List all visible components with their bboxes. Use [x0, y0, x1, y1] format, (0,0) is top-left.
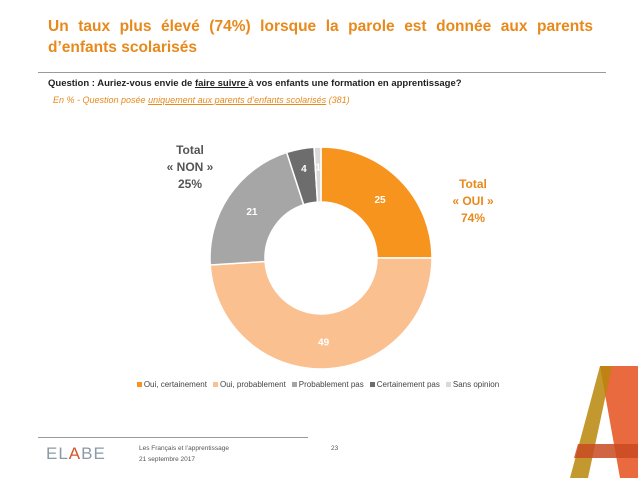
legend-label: Oui, certainement — [143, 380, 207, 389]
total-oui-answer: « OUI » — [452, 194, 494, 208]
slice-label-4: 1 — [315, 163, 321, 174]
total-non-answer: « NON » — [166, 160, 214, 174]
total-oui-value: 74% — [460, 211, 486, 225]
legend-label: Sans opinion — [452, 380, 500, 389]
slice-probablement-pas — [209, 151, 305, 266]
legend-label: Oui, probablement — [219, 380, 286, 389]
scope-suffix: (381) — [326, 95, 350, 105]
slice-label-3: 4 — [301, 164, 307, 175]
elabe-logo: ELABE — [46, 444, 106, 464]
question-scope: En % - Question posée uniquement aux par… — [53, 95, 350, 105]
slice-oui-certainement — [320, 146, 433, 259]
footer-study-title: Les Français et l’apprentissage — [139, 445, 229, 452]
scope-prefix: En % - Question posée — [53, 95, 149, 105]
legend-label: Certainement pas — [376, 380, 440, 389]
footer-divider — [38, 437, 308, 438]
total-oui: Total « OUI » 74% — [433, 176, 513, 227]
legend-item: Sans opinion — [445, 380, 500, 389]
page-number: 23 — [331, 445, 339, 452]
total-oui-label: Total — [459, 177, 487, 191]
slice-oui-probablement — [209, 257, 433, 370]
legend-item: Certainement pas — [369, 380, 440, 389]
total-non: Total « NON » 25% — [150, 142, 230, 193]
question-text: Question : Auriez-vous envie de faire su… — [48, 78, 462, 89]
total-non-value: 25% — [177, 177, 203, 191]
legend-item: Oui, certainement — [136, 380, 207, 389]
legend-swatch — [136, 382, 142, 387]
slice-label-0: 25 — [374, 195, 386, 206]
chart-legend: Oui, certainement Oui, probablement Probab… — [118, 380, 518, 389]
footer-info: Les Français et l’apprentissage 21 septe… — [139, 443, 229, 465]
legend-swatch — [369, 382, 375, 387]
slide-title: Un taux plus élevé (74%) lorsque la paro… — [48, 18, 593, 56]
logo-prefix: EL — [46, 444, 69, 463]
logo-suffix: BE — [81, 444, 106, 463]
legend-item: Probablement pas — [291, 380, 364, 389]
legend-swatch — [291, 382, 297, 387]
footer-date: 21 septembre 2017 — [139, 456, 196, 463]
brand-a-logo-decoration — [570, 366, 638, 478]
legend-item: Oui, probablement — [212, 380, 286, 389]
question-suffix: à vos enfants une formation en apprentis… — [248, 78, 462, 89]
legend-swatch — [212, 382, 218, 387]
slice-label-2: 21 — [246, 207, 258, 218]
slice-sans-opinion — [313, 146, 322, 203]
legend-label: Probablement pas — [298, 380, 364, 389]
slice-label-1: 49 — [318, 337, 330, 348]
scope-underlined: uniquement aux parents d’enfants scolari… — [148, 95, 327, 105]
logo-a: A — [68, 444, 82, 463]
total-non-label: Total — [176, 143, 204, 157]
question-prefix: Question : Auriez-vous envie de — [48, 78, 195, 89]
legend-swatch — [445, 382, 451, 387]
title-divider — [38, 72, 606, 73]
question-underlined: faire suivre — [194, 78, 249, 89]
